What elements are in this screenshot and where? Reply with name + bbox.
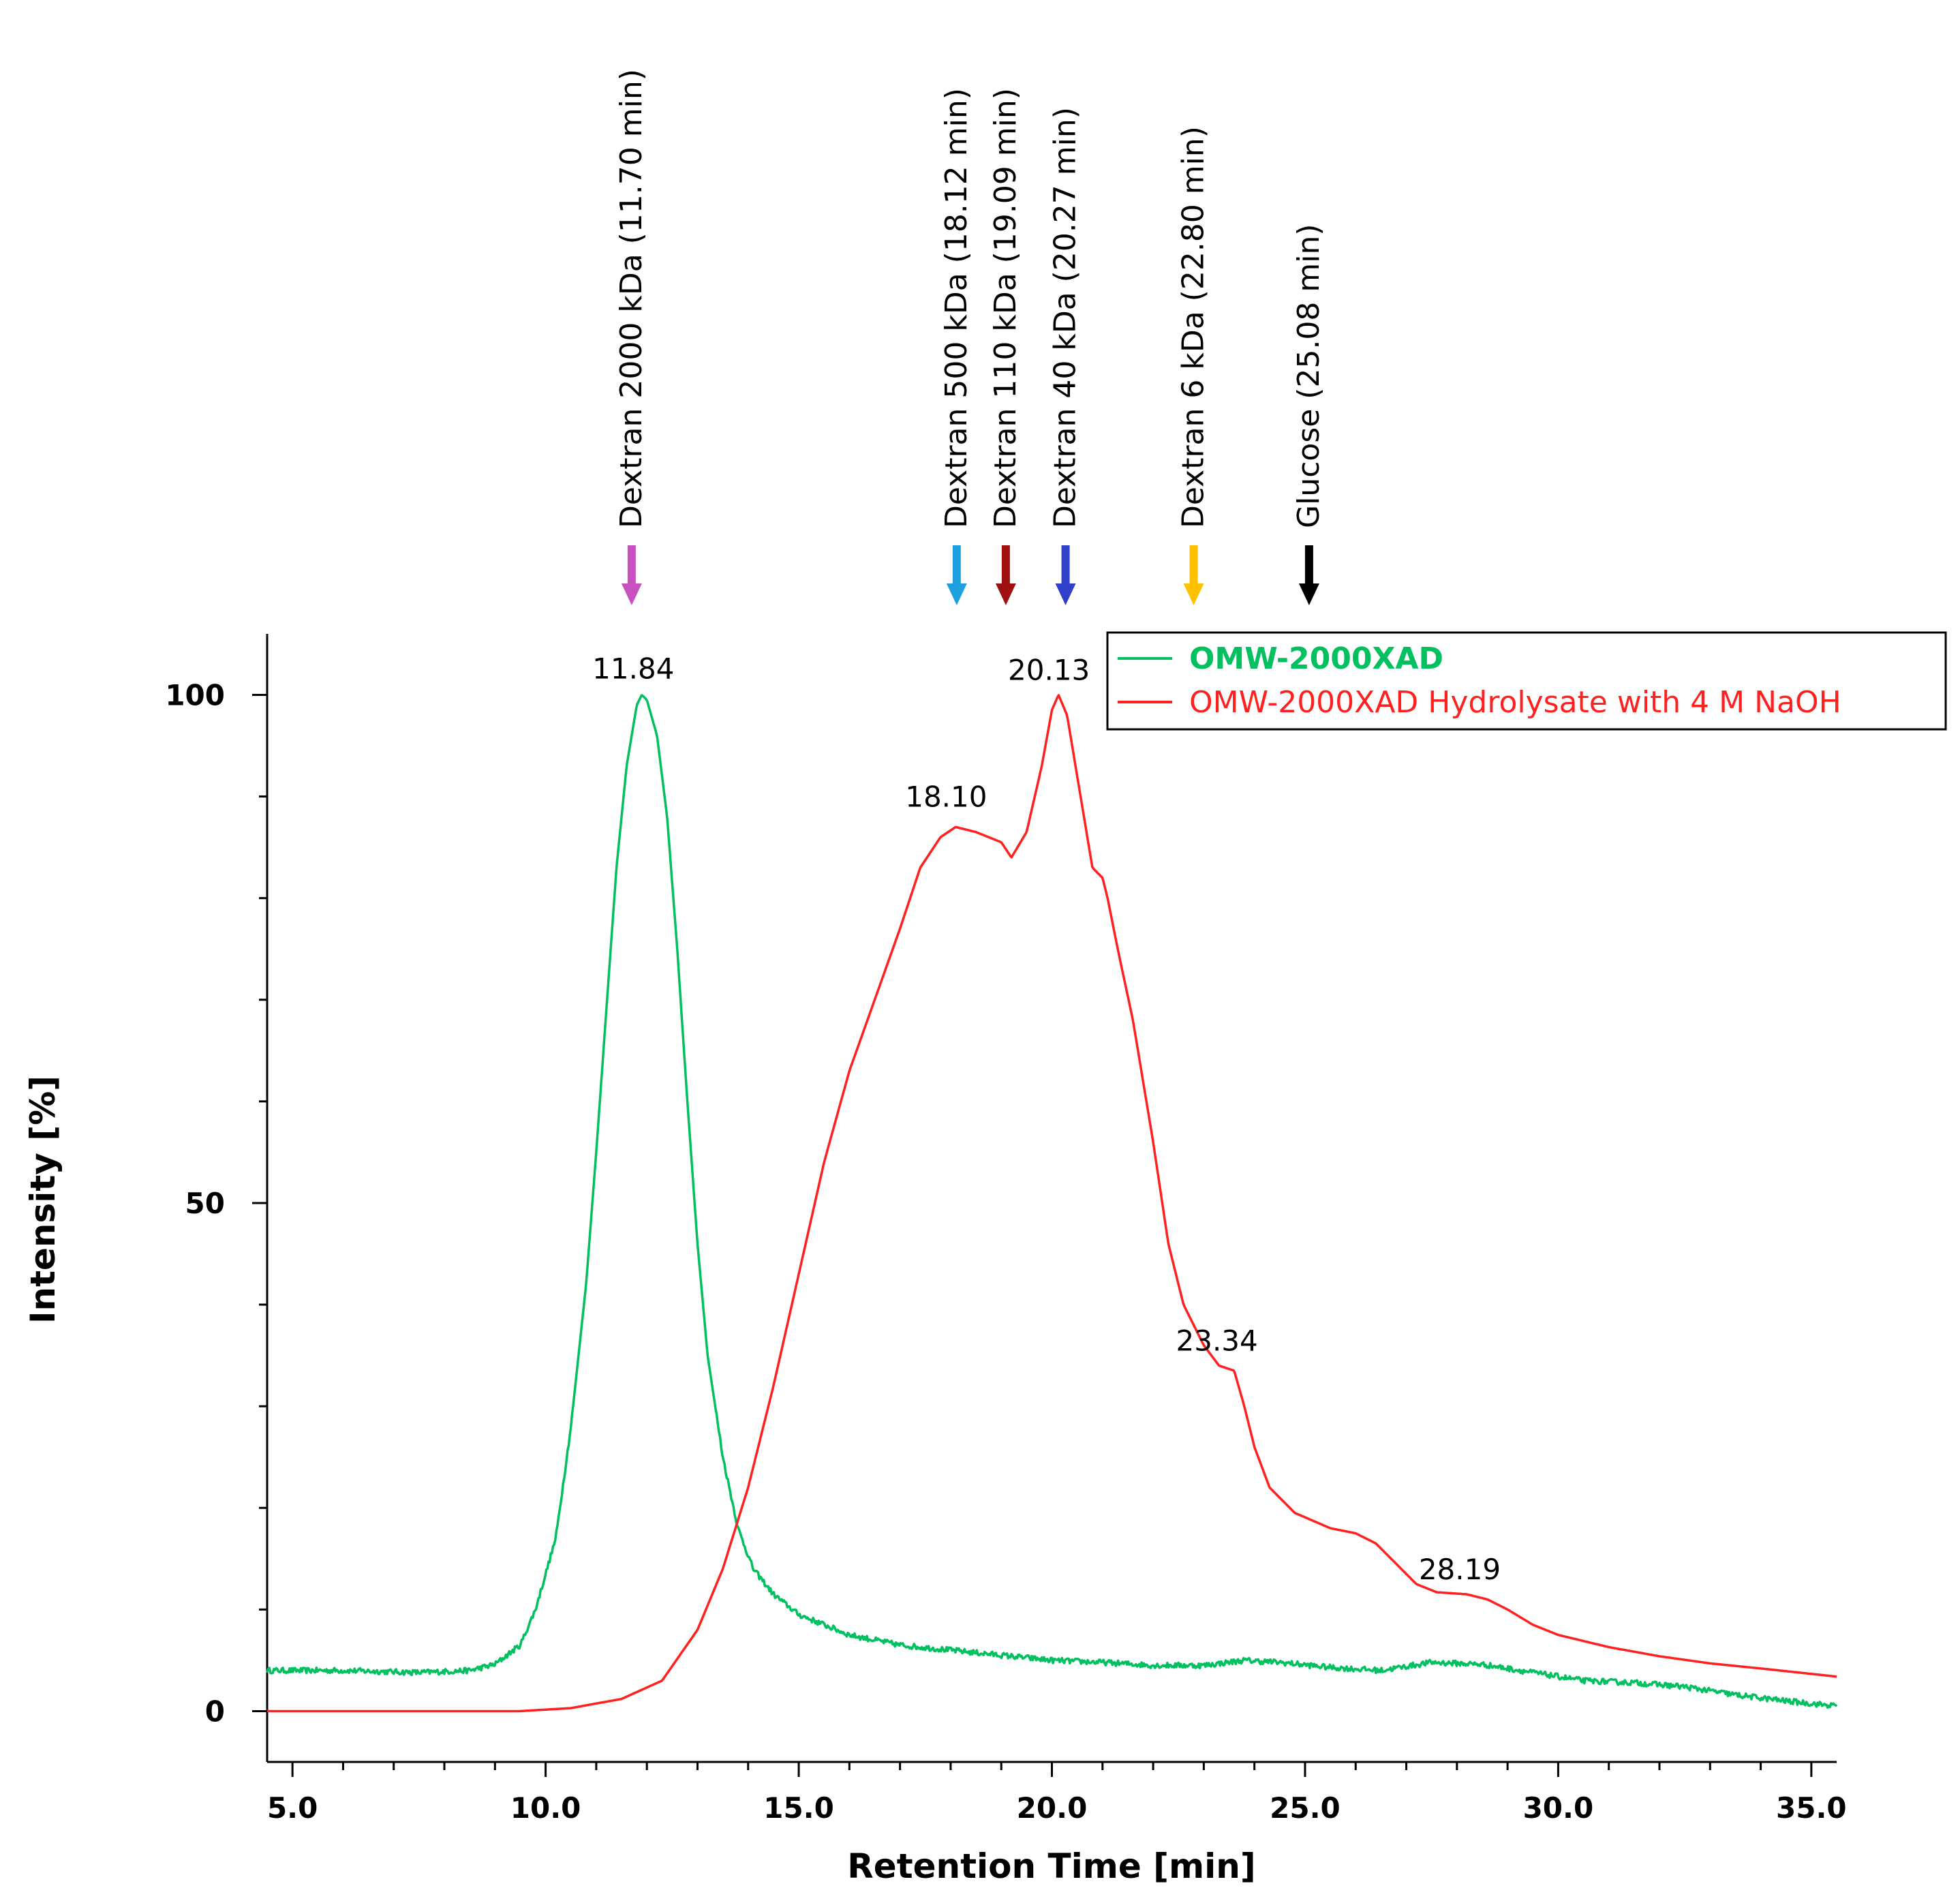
series-line-hydrolysate — [266, 694, 1837, 1713]
marker-arrow-head — [1183, 583, 1204, 605]
y-tick-label: 100 — [165, 678, 225, 712]
marker-arrow-head — [621, 583, 642, 605]
marker-label: Glucose (25.08 min) — [1291, 224, 1326, 528]
axes — [266, 634, 1837, 1763]
peak-labels: 11.84 20.13 18.10 23.34 28.19 — [592, 652, 1501, 1586]
y-tick-label: 0 — [205, 1694, 225, 1728]
retention-markers: Dextran 2000 kDa (11.70 min) Dextran 500 … — [614, 69, 1326, 605]
x-tick-label: 10.0 — [510, 1791, 581, 1825]
marker-label: Dextran 40 kDa (20.27 min) — [1048, 107, 1083, 528]
x-tick-label: 15.0 — [763, 1791, 834, 1825]
marker-arrow-head — [1055, 583, 1076, 605]
legend-label-hydrolysate: OMW-2000XAD Hydrolysate with 4 M NaOH — [1189, 685, 1841, 720]
marker-label: Dextran 6 kDa (22.80 min) — [1176, 126, 1211, 528]
peak-label: 18.10 — [905, 780, 987, 813]
x-tick-label: 20.0 — [1017, 1791, 1088, 1825]
y-tick-label: 50 — [185, 1187, 225, 1220]
legend-label-omw: OMW-2000XAD — [1189, 641, 1443, 676]
series-line-omw — [266, 694, 1838, 1709]
legend-box — [1106, 631, 1947, 731]
marker-label: Dextran 500 kDa (18.12 min) — [939, 88, 974, 528]
marker-arrow-head — [1298, 583, 1319, 605]
marker-arrow-head — [995, 583, 1016, 605]
legend: OMW-2000XAD OMW-2000XAD Hydrolysate with… — [1106, 631, 1947, 731]
x-tick-label: 35.0 — [1776, 1791, 1847, 1825]
x-tick-label: 25.0 — [1270, 1791, 1341, 1825]
peak-label: 28.19 — [1419, 1553, 1501, 1586]
peak-label: 11.84 — [592, 652, 674, 685]
marker-arrow-head — [946, 583, 967, 605]
peak-label: 20.13 — [1008, 653, 1090, 686]
marker-label: Dextran 2000 kDa (11.70 min) — [614, 69, 649, 528]
x-axis-title: Retention Time [min] — [847, 1846, 1255, 1886]
x-tick-label: 30.0 — [1523, 1791, 1594, 1825]
series — [266, 694, 1838, 1713]
peak-label: 23.34 — [1176, 1324, 1258, 1358]
y-axis-title: Intensity [%] — [23, 1076, 63, 1324]
ticks: 5.0 10.0 15.0 20.0 25.0 30.0 35.0 0 50 100 — [165, 678, 1846, 1825]
x-tick-label: 5.0 — [267, 1791, 318, 1825]
marker-label: Dextran 110 kDa (19.09 min) — [988, 88, 1023, 528]
